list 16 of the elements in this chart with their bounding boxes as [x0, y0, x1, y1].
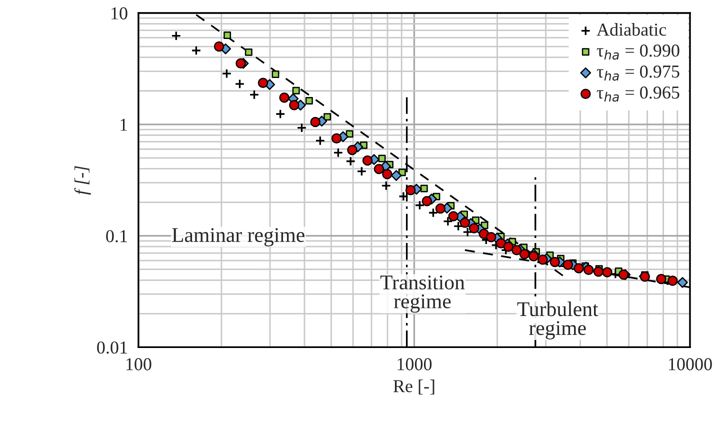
y-tick-label: 10 — [112, 7, 128, 20]
y-tick-label: 0.01 — [97, 341, 127, 354]
y-tick-label: 0.1 — [106, 230, 127, 242]
annotation: Transition regime — [380, 275, 465, 313]
annotation: Laminar regime — [172, 228, 304, 246]
y-axis-title: f [-] — [74, 166, 91, 195]
y-tick-label: 1 — [120, 118, 127, 131]
x-tick-label: 1000 — [398, 358, 432, 370]
legend-label: τ$_{ha}$ = 0.990 — [596, 44, 680, 60]
annotation: Turbulent regime — [517, 302, 598, 340]
legend-label: τ$_{ha}$ = 0.975 — [596, 65, 680, 81]
x-tick-label: 100 — [126, 358, 152, 370]
legend-label: τ$_{ha}$ = 0.965 — [596, 86, 680, 102]
legend-label: Adiabatic — [596, 23, 666, 36]
x-tick-label: 10000 — [669, 358, 712, 370]
x-axis-title: Re [-] — [393, 380, 434, 394]
